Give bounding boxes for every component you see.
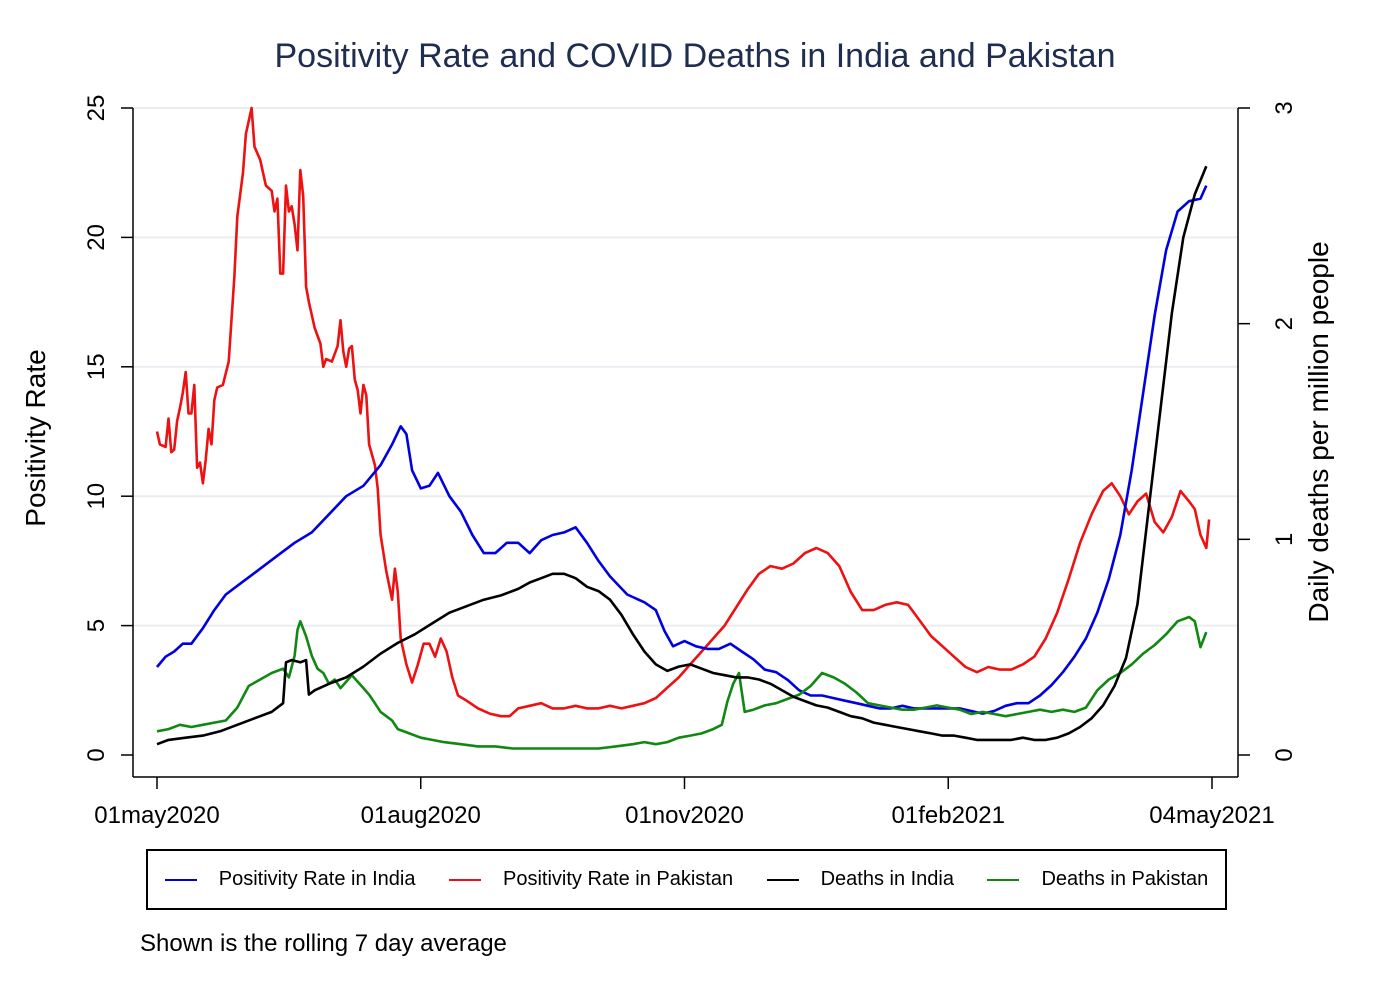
left-tick-label: 15 xyxy=(83,353,110,380)
legend-swatch xyxy=(987,878,1020,881)
legend: Positivity Rate in India Positivity Rate… xyxy=(146,849,1227,910)
legend-item-positivity-india: Positivity Rate in India xyxy=(164,868,416,891)
axes xyxy=(132,108,1239,778)
right-tick-label: 2 xyxy=(1271,317,1298,330)
legend-label: Deaths in India xyxy=(820,868,954,890)
legend-item-deaths-pakistan: Deaths in Pakistan xyxy=(987,868,1208,891)
right-tick-label: 3 xyxy=(1271,101,1298,114)
legend-swatch xyxy=(448,878,481,881)
left-tick-label: 10 xyxy=(83,483,110,510)
left-tick-label: 25 xyxy=(83,95,110,122)
chart-title: Positivity Rate and COVID Deaths in Indi… xyxy=(275,37,1116,75)
right-axis-label: Daily deaths per million people xyxy=(1303,241,1334,622)
series-line-3 xyxy=(156,615,1208,750)
right-tick-label: 0 xyxy=(1271,748,1298,761)
legend-item-deaths-india: Deaths in India xyxy=(766,868,954,891)
series-line-1 xyxy=(155,106,1211,718)
series-line-2 xyxy=(156,165,1208,746)
right-tick-label: 1 xyxy=(1271,533,1298,546)
left-tick-label: 5 xyxy=(83,619,110,632)
x-tick-label: 04may2021 xyxy=(1149,802,1274,829)
tick-marks: 0 5 10 15 20 25 0 1 2 3 01may2020 01aug2020 01nov202… xyxy=(83,95,1298,829)
x-tick-label: 01feb2021 xyxy=(892,802,1005,829)
legend-swatch xyxy=(766,878,799,881)
series-lines xyxy=(155,106,1211,750)
left-tick-label: 20 xyxy=(83,224,110,251)
x-tick-label: 01nov2020 xyxy=(625,802,744,829)
legend-label: Positivity Rate in Pakistan xyxy=(502,868,734,890)
x-tick-label: 01may2020 xyxy=(94,802,219,829)
gridlines xyxy=(133,107,1238,627)
footnote: Shown is the rolling 7 day average xyxy=(140,930,507,957)
chart: Positivity Rate and COVID Deaths in Indi… xyxy=(20,37,1334,829)
left-axis-label: Positivity Rate xyxy=(20,349,51,526)
x-tick-label: 01aug2020 xyxy=(361,802,481,829)
series-line-0 xyxy=(156,185,1208,715)
legend-label: Positivity Rate in India xyxy=(218,868,416,890)
legend-swatch xyxy=(164,878,197,881)
left-tick-label: 0 xyxy=(83,748,110,761)
legend-label: Deaths in Pakistan xyxy=(1041,868,1209,890)
legend-item-positivity-pakistan: Positivity Rate in Pakistan xyxy=(448,868,734,891)
